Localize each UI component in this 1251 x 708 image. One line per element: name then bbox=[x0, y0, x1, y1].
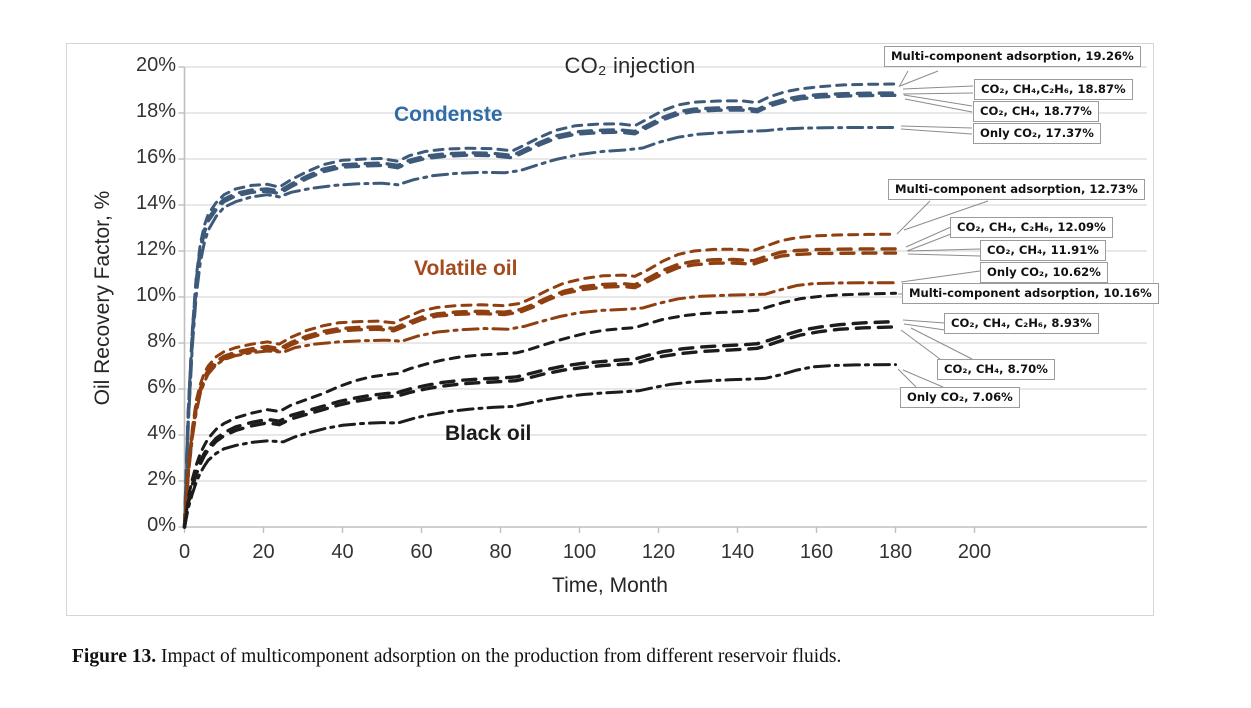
leader-line bbox=[900, 270, 981, 283]
series-curve bbox=[183, 363, 897, 529]
leader-line bbox=[897, 368, 917, 388]
figure-caption-label: Figure 13. bbox=[72, 646, 157, 667]
leader-line bbox=[900, 128, 973, 135]
leader-line bbox=[905, 226, 952, 248]
leader-line bbox=[910, 327, 973, 360]
series-curve bbox=[183, 232, 897, 529]
series-curve bbox=[183, 291, 897, 529]
series-curve bbox=[182, 325, 898, 529]
leader-line bbox=[907, 248, 981, 252]
leader-line bbox=[900, 125, 973, 129]
leader-line bbox=[902, 369, 944, 388]
figure-caption-text: Impact of multicomponent adsorption on t… bbox=[156, 646, 842, 667]
leader-line bbox=[898, 70, 909, 88]
leader-line bbox=[902, 92, 974, 95]
leader-line bbox=[903, 200, 989, 231]
series-curve bbox=[182, 319, 898, 529]
figure-caption: Figure 13. Impact of multicomponent adso… bbox=[72, 646, 1212, 668]
series-curve bbox=[182, 91, 898, 529]
chart-plot-area bbox=[178, 66, 1147, 533]
series-curve bbox=[182, 93, 898, 529]
leader-line bbox=[896, 200, 931, 235]
leader-line bbox=[903, 323, 946, 331]
leader-line bbox=[902, 85, 974, 90]
series-curve bbox=[183, 281, 897, 529]
leader-line bbox=[899, 70, 939, 87]
series-curve bbox=[182, 251, 898, 529]
series-curve bbox=[183, 126, 897, 529]
leader-line bbox=[907, 253, 981, 257]
series-curve bbox=[182, 247, 898, 529]
leader-line bbox=[902, 319, 946, 324]
series-curve bbox=[183, 82, 897, 529]
leader-line bbox=[906, 233, 952, 252]
leader-line bbox=[903, 94, 973, 107]
leader-line bbox=[904, 98, 973, 113]
